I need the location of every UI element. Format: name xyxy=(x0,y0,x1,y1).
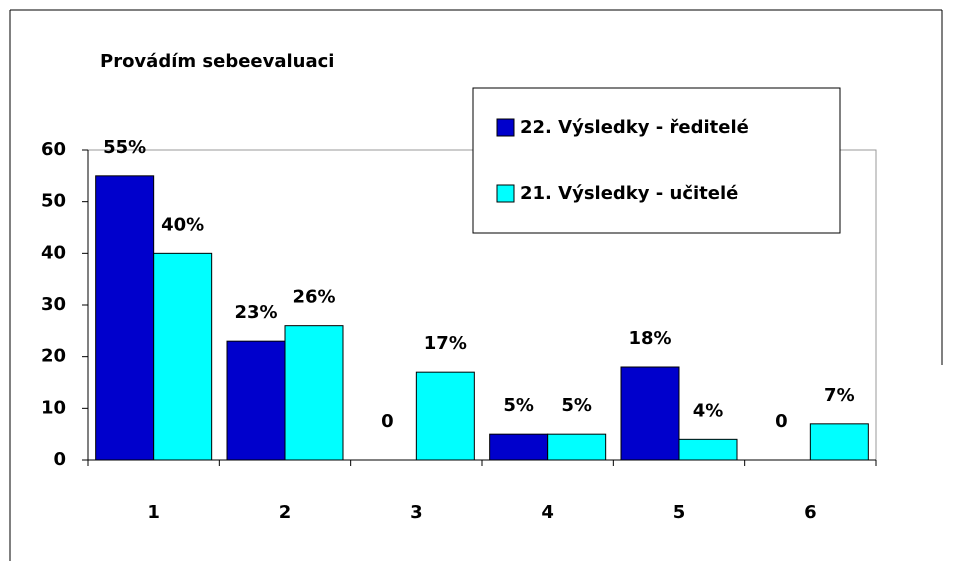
x-tick-label: 5 xyxy=(673,502,686,523)
value-label: 7% xyxy=(824,385,855,406)
legend-swatch xyxy=(496,118,515,137)
x-tick-label: 6 xyxy=(804,502,817,523)
x-tick-label: 4 xyxy=(541,502,554,523)
value-label: 5% xyxy=(503,395,534,416)
y-tick-label: 60 xyxy=(41,139,66,160)
bar xyxy=(547,433,607,461)
x-tick-label: 3 xyxy=(410,502,423,523)
legend-label: 21. Výsledky - učitelé xyxy=(520,183,738,204)
bar xyxy=(226,340,286,461)
value-label: 18% xyxy=(628,328,671,349)
legend-swatch xyxy=(496,184,515,203)
chart-title: Provádím sebeevaluaci xyxy=(100,51,334,72)
bar xyxy=(153,252,213,461)
value-label: 55% xyxy=(103,137,146,158)
y-tick-label: 50 xyxy=(41,191,66,212)
bar xyxy=(678,438,738,461)
y-tick-label: 40 xyxy=(41,242,66,263)
value-label: 0 xyxy=(381,411,394,432)
value-label: 0 xyxy=(775,411,788,432)
x-tick-label: 1 xyxy=(147,502,160,523)
y-tick-label: 20 xyxy=(41,346,66,367)
value-label: 40% xyxy=(161,214,204,235)
value-label: 23% xyxy=(234,302,277,323)
value-label: 4% xyxy=(693,400,724,421)
bar xyxy=(489,433,549,461)
bar xyxy=(809,423,869,461)
bar xyxy=(415,371,475,461)
bar xyxy=(284,325,344,461)
legend-label: 22. Výsledky - ředitelé xyxy=(520,117,749,138)
y-tick-label: 10 xyxy=(41,397,66,418)
bar xyxy=(620,366,680,461)
x-tick-label: 2 xyxy=(279,502,292,523)
bar xyxy=(95,175,155,461)
value-label: 26% xyxy=(292,287,335,308)
value-label: 17% xyxy=(424,333,467,354)
value-label: 5% xyxy=(561,395,592,416)
y-tick-label: 30 xyxy=(41,294,66,315)
legend-box xyxy=(472,87,841,234)
y-tick-label: 0 xyxy=(53,449,66,470)
